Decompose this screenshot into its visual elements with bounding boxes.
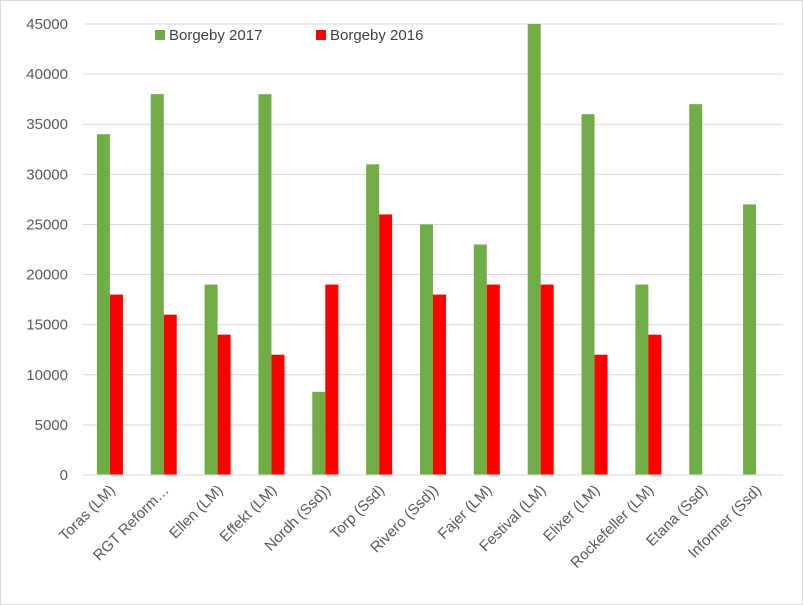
y-axis-ticks: 0 5000 10000 15000 20000 25000 30000 35000 40000… [26,16,68,484]
bar-borgeby-2016 [486,284,500,475]
bar-borgeby-2016 [540,284,554,475]
bar-borgeby-2016 [109,294,123,475]
legend: Borgeby 2017 Borgeby 2016 [155,27,423,44]
y-tick-label: 30000 [26,166,68,183]
y-tick-label: 15000 [26,317,68,334]
y-tick-label: 35000 [26,116,68,133]
bar-borgeby-2016 [433,294,446,475]
y-tick-label: 20000 [26,267,68,284]
legend-label: Borgeby 2017 [169,27,262,44]
bar-borgeby-2017 [312,391,326,475]
bar-borgeby-2016 [648,334,662,475]
bar-borgeby-2017 [366,164,380,476]
bar-borgeby-2017 [527,24,541,475]
bar-borgeby-2017 [204,284,218,475]
bar-borgeby-2017 [420,224,433,475]
y-tick-label: 10000 [26,367,68,384]
y-tick-label: 5000 [35,417,68,434]
bar-borgeby-2017 [743,204,757,475]
bar-borgeby-2017 [150,94,164,476]
bar-borgeby-2016 [594,354,608,475]
bar-borgeby-2016 [325,284,339,475]
y-tick-label: 0 [60,467,68,484]
y-tick-label: 25000 [26,216,68,233]
legend-label: Borgeby 2016 [330,27,423,44]
bar-borgeby-2017 [473,244,487,475]
bar-borgeby-2017 [689,104,703,475]
bars [96,24,757,476]
y-tick-label: 45000 [26,16,68,33]
y-tick-label: 40000 [26,66,68,83]
bar-borgeby-2016 [217,334,231,475]
bar-borgeby-2017 [96,134,110,475]
legend-swatch [155,30,165,40]
bar-borgeby-2016 [379,214,393,475]
bar-borgeby-2017 [581,114,595,475]
x-axis-ticks: Toras (LM)RGT Reform…Ellen (LM)Effekt (L… [56,482,765,572]
bar-borgeby-2016 [163,314,177,475]
bar-borgeby-2017 [635,284,649,475]
legend-swatch [316,30,326,40]
gridlines [83,23,783,426]
bar-borgeby-2017 [258,94,272,476]
bar-borgeby-2016 [271,354,285,475]
